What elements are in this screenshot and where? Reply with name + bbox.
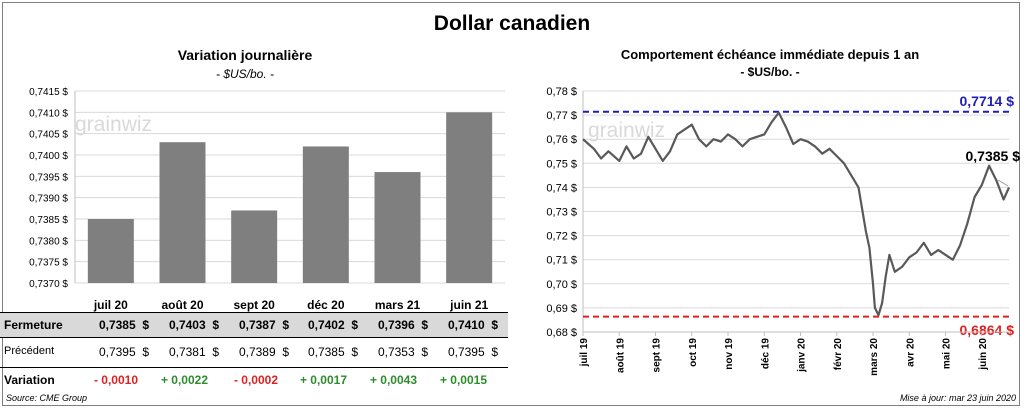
y-tick-label: 0,71 $ <box>546 255 577 267</box>
table-row-variation: Variation - 0,0010 + 0,0022 - 0,0002 + 0… <box>0 367 508 392</box>
price-line <box>582 111 1011 317</box>
bar <box>87 219 134 283</box>
x-tick-label: juin 20 <box>978 338 989 371</box>
table-cell: 0,7403 $ <box>168 318 219 332</box>
x-tick-label: août 20 <box>161 298 203 312</box>
y-tick-label: 0,7370 $ <box>29 279 68 290</box>
x-tick-label: nov 19 <box>724 338 735 370</box>
x-tick-label: déc 19 <box>760 338 771 370</box>
y-tick-label: 0,7380 $ <box>29 236 68 247</box>
y-tick-label: 0,7375 $ <box>29 258 68 269</box>
y-tick-label: 0,73 $ <box>546 207 577 219</box>
table-cell: 0,7402 $ <box>307 318 358 332</box>
left-chart-subtitle: - $US/bo. - <box>215 67 275 81</box>
x-tick-label: sept 20 <box>233 298 275 312</box>
table-cell: + 0,0022 <box>160 373 208 387</box>
table-cell: + 0,0043 <box>369 373 417 387</box>
row-label: Variation <box>4 373 55 387</box>
table-cell: 0,7353 $ <box>377 345 428 359</box>
table-cell: - 0,0010 <box>93 373 138 387</box>
y-tick-label: 0,7410 $ <box>29 108 68 119</box>
right-chart-title: Comportement échéance immédiate depuis 1… <box>620 47 920 62</box>
right-chart-subtitle: - $US/bo. - <box>740 65 800 79</box>
bar <box>446 112 493 283</box>
y-tick-label: 0,68 $ <box>546 327 577 339</box>
y-tick-label: 0,7395 $ <box>29 172 68 183</box>
table-cell: 0,7410 $ <box>447 318 498 332</box>
y-tick-label: 0,7405 $ <box>29 130 68 141</box>
table-cell: + 0,0015 <box>439 373 487 387</box>
table-cell: 0,7396 $ <box>377 318 428 332</box>
main-title: Dollar canadien <box>433 12 591 35</box>
table-cell: + 0,0017 <box>299 373 347 387</box>
y-tick-label: 0,72 $ <box>546 231 577 243</box>
x-tick-label: juin 21 <box>449 298 488 312</box>
y-tick-label: 0,7415 $ <box>29 87 68 98</box>
y-tick-label: 0,75 $ <box>546 158 577 170</box>
last-value-label: 0,7385 $ <box>966 148 1021 164</box>
bar <box>231 210 278 283</box>
right-watermark: grainwiz <box>588 119 665 142</box>
x-tick-label: juil 20 <box>93 298 128 312</box>
table-cell: - 0,0002 <box>233 373 278 387</box>
x-tick-label: avr 20 <box>905 338 916 367</box>
bar-chart: 0,7370 $ 0,7375 $ 0,7380 $ 0,7385 $ 0,7390 $… <box>29 87 505 312</box>
table-cell: 0,7385 $ <box>98 318 149 332</box>
x-tick-label: mars 20 <box>869 338 880 376</box>
bar <box>302 146 349 283</box>
x-tick-label: août 19 <box>615 338 626 373</box>
table-cell: 0,7395 $ <box>98 345 149 359</box>
row-label: Précédent <box>4 345 55 357</box>
y-tick-label: 0,69 $ <box>546 303 577 315</box>
y-tick-label: 0,7385 $ <box>29 215 68 226</box>
table-cell: 0,7395 $ <box>447 345 498 359</box>
table-cell: 0,7389 $ <box>238 345 289 359</box>
table-cell: 0,7385 $ <box>307 345 358 359</box>
row-label: Fermeture <box>4 318 63 332</box>
x-tick-label: oct 19 <box>688 338 699 367</box>
bar <box>374 172 421 283</box>
table-cell: 0,7381 $ <box>168 345 219 359</box>
y-tick-label: 0,76 $ <box>546 134 577 146</box>
x-tick-label: févr 20 <box>833 338 844 371</box>
source-note: Source: CME Group <box>6 393 88 403</box>
max-value-label: 0,7714 $ <box>960 93 1015 109</box>
table-row-precedent: Précédent 0,7395 $ 0,7381 $ 0,7389 $ 0,7… <box>0 340 508 364</box>
y-tick-label: 0,78 $ <box>546 86 577 98</box>
y-tick-label: 0,77 $ <box>546 110 577 122</box>
chart-frame <box>2 2 1020 406</box>
table-cell: 0,7387 $ <box>238 318 289 332</box>
x-tick-label: janv 20 <box>797 338 808 373</box>
x-tick-label: mars 21 <box>375 298 421 312</box>
x-tick-label: mai 20 <box>942 338 953 370</box>
min-value-label: 0,6864 $ <box>960 322 1015 338</box>
updated-note: Mise à jour: mar 23 juin 2020 <box>899 393 1016 403</box>
bar <box>159 142 206 283</box>
line-chart: grainwiz 0,7714 $ 0,6864 $ 0,7385 $ 0,68 … <box>546 86 1021 376</box>
y-tick-label: 0,74 $ <box>546 182 577 194</box>
x-tick-label: juil 19 <box>579 338 590 368</box>
x-tick-label: déc 20 <box>307 298 345 312</box>
last-label-leader <box>997 179 1009 187</box>
table-row-fermeture: Fermeture 0,7385 $ 0,7403 $ 0,7387 $ 0,7… <box>0 312 508 338</box>
left-chart-title: Variation journalière <box>177 47 313 63</box>
x-tick-label: sept 19 <box>652 338 663 373</box>
left-watermark: grainwiz <box>75 113 152 136</box>
y-tick-label: 0,7390 $ <box>29 194 68 205</box>
y-tick-label: 0,70 $ <box>546 279 577 291</box>
y-tick-label: 0,7400 $ <box>29 151 68 162</box>
